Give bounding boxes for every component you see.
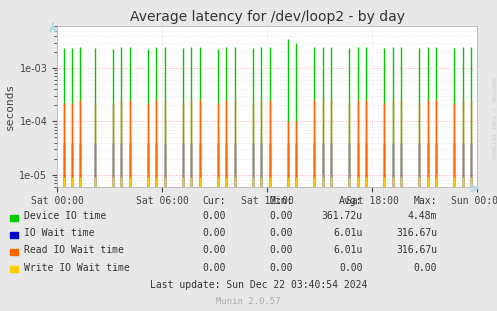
Text: 0.00: 0.00 xyxy=(203,211,226,221)
Text: 4.48m: 4.48m xyxy=(408,211,437,221)
Text: 0.00: 0.00 xyxy=(270,262,293,272)
Text: 0.00: 0.00 xyxy=(203,262,226,272)
Text: 0.00: 0.00 xyxy=(414,262,437,272)
Text: 0.00: 0.00 xyxy=(270,228,293,238)
Text: RRDTOOL / TOBI OETIKER: RRDTOOL / TOBI OETIKER xyxy=(491,77,496,160)
Text: Last update: Sun Dec 22 03:40:54 2024: Last update: Sun Dec 22 03:40:54 2024 xyxy=(150,280,367,290)
Title: Average latency for /dev/loop2 - by day: Average latency for /dev/loop2 - by day xyxy=(130,10,405,24)
Text: IO Wait time: IO Wait time xyxy=(24,228,94,238)
Text: 0.00: 0.00 xyxy=(270,211,293,221)
Text: 0.00: 0.00 xyxy=(339,262,363,272)
Text: Max:: Max: xyxy=(414,196,437,206)
Text: Write IO Wait time: Write IO Wait time xyxy=(24,262,130,272)
Text: 361.72u: 361.72u xyxy=(322,211,363,221)
Text: 0.00: 0.00 xyxy=(203,228,226,238)
Text: Avg:: Avg: xyxy=(339,196,363,206)
Text: 316.67u: 316.67u xyxy=(396,228,437,238)
Text: Device IO time: Device IO time xyxy=(24,211,106,221)
Text: 316.67u: 316.67u xyxy=(396,245,437,255)
Text: Min:: Min: xyxy=(270,196,293,206)
Y-axis label: seconds: seconds xyxy=(5,83,15,130)
Text: 0.00: 0.00 xyxy=(203,245,226,255)
Text: 0.00: 0.00 xyxy=(270,245,293,255)
Text: Read IO Wait time: Read IO Wait time xyxy=(24,245,124,255)
Text: 6.01u: 6.01u xyxy=(333,245,363,255)
Text: Munin 2.0.57: Munin 2.0.57 xyxy=(216,297,281,306)
Text: Cur:: Cur: xyxy=(203,196,226,206)
Text: 6.01u: 6.01u xyxy=(333,228,363,238)
